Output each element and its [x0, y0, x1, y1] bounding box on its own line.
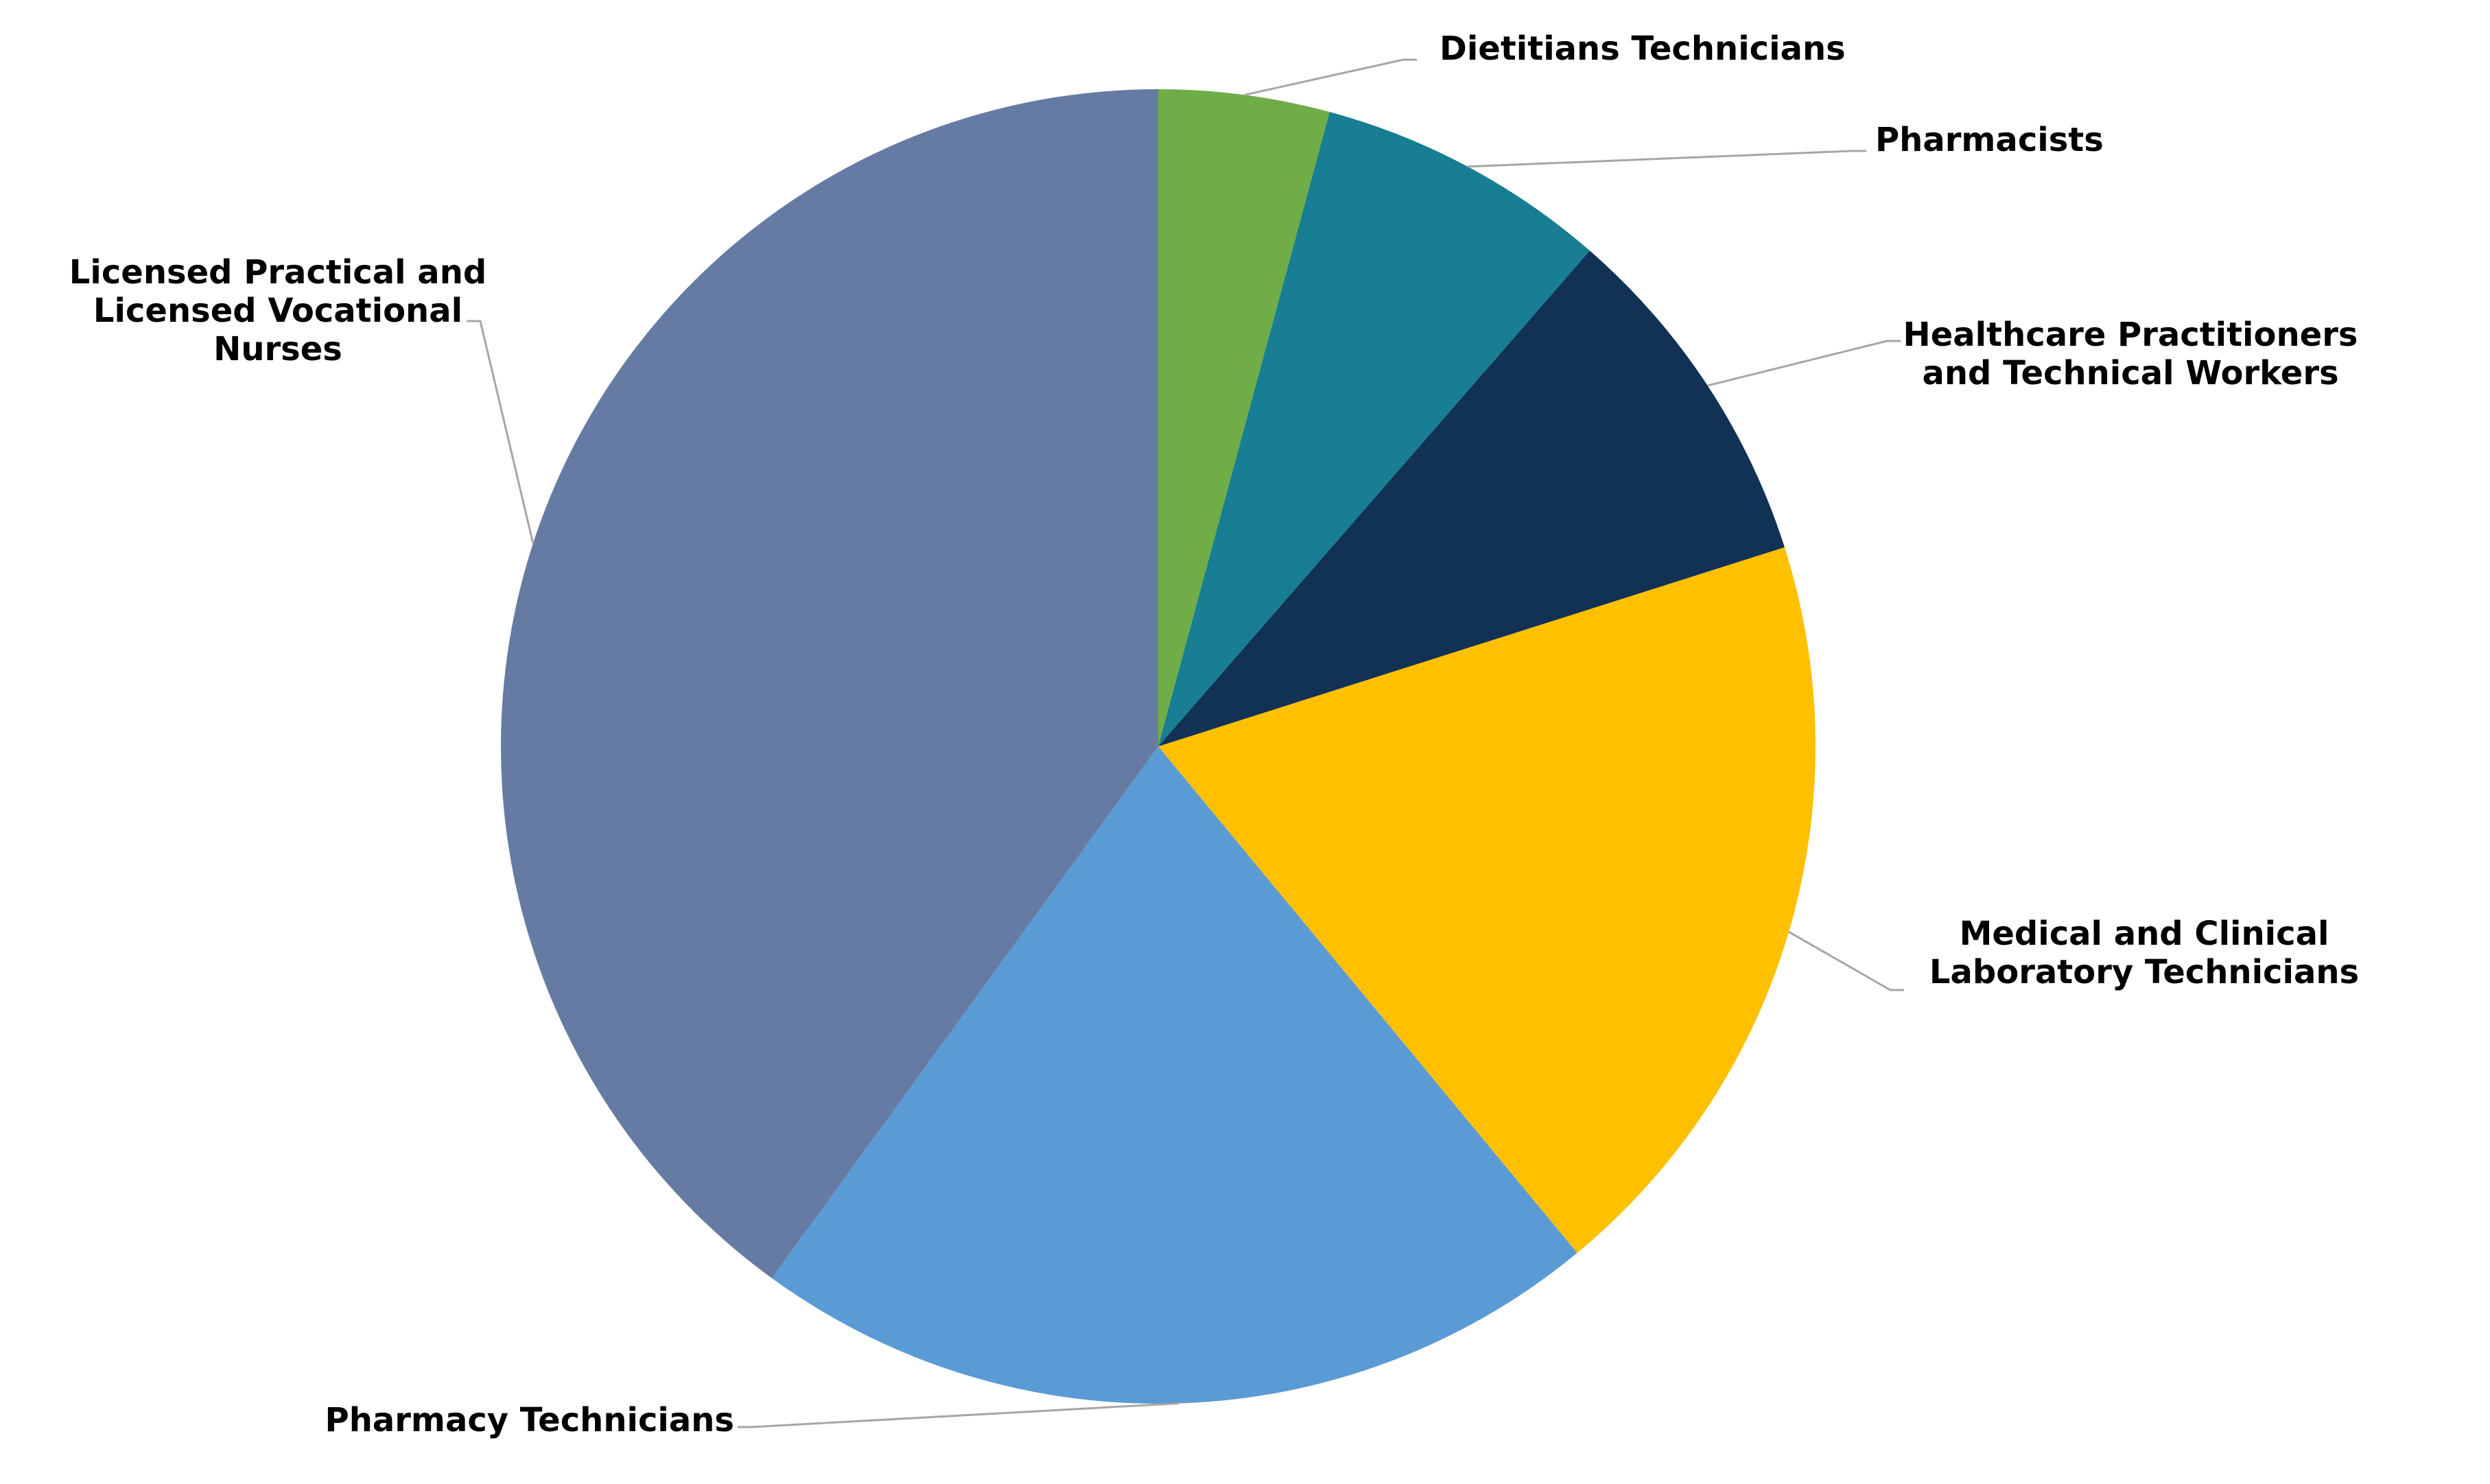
slice-label-pharmacists: Pharmacists	[1875, 121, 2104, 159]
pie-slice-medical-and-clinical-laboratory-technicians	[1158, 547, 1816, 1253]
leader-lines	[467, 58, 1904, 1428]
leader-line-medical-and-clinical-laboratory-technicians	[1788, 930, 1904, 991]
pie-slices	[500, 89, 1816, 1404]
slice-label-healthcare-practitioners: Healthcare Practitioners and Technical Wo…	[1903, 316, 2358, 392]
pie-slice-pharmacy-technicians	[771, 746, 1577, 1404]
pie-slice-healthcare-practitioners-and-technical-workers	[1158, 250, 1785, 746]
slice-label-licensed-practical-nurses: Licensed Practical and Licensed Vocationa…	[69, 253, 486, 368]
leader-line-pharmacy-technicians	[738, 1402, 1179, 1428]
slice-label-dietitians-technicians: Dietitians Technicians	[1440, 30, 1846, 68]
leader-line-pharmacists	[1467, 150, 1866, 168]
slice-label-medical-clinical-lab-technicians: Medical and Clinical Laboratory Technicia…	[1929, 915, 2359, 991]
pie-slice-licensed-practical-and-licensed-vocational-nurses	[500, 89, 1158, 1279]
leader-line-healthcare-practitioners-and-technical-workers	[1707, 340, 1901, 387]
slice-label-pharmacy-technicians: Pharmacy Technicians	[325, 1401, 734, 1439]
leader-line-licensed-practical-and-licensed-vocational-nurses	[467, 320, 535, 544]
leader-line-dietitians-technicians	[1244, 58, 1417, 96]
pie-slice-pharmacists	[1158, 112, 1590, 746]
pie-slice-dietitians-technicians	[1158, 89, 1330, 746]
